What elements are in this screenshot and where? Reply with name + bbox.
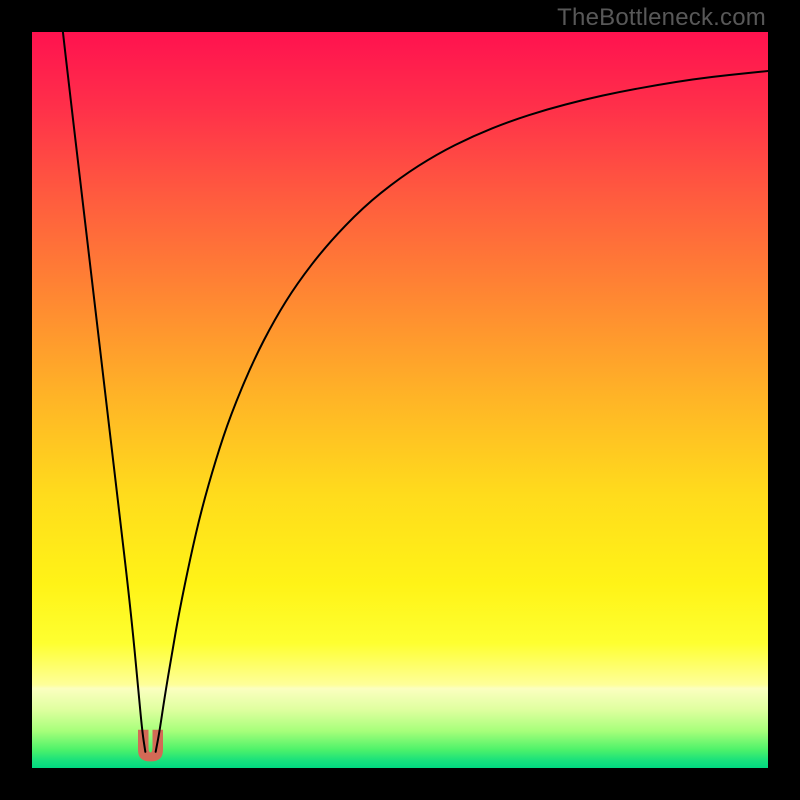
plot-area [32, 32, 768, 768]
bottleneck-curve-plot [32, 32, 768, 768]
watermark-text: TheBottleneck.com [557, 4, 766, 32]
gradient-background [32, 32, 768, 768]
chart-frame: TheBottleneck.com [0, 0, 800, 800]
